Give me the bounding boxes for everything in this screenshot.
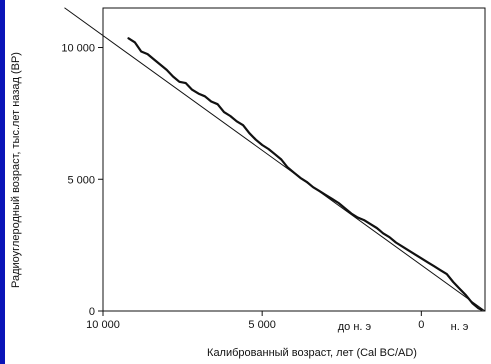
x-tick-label: 0 [418,319,424,331]
chart-panel [5,0,491,364]
x-tick-label: 10 000 [86,319,120,331]
y-tick-label: 0 [89,306,95,318]
series-layer [64,7,486,312]
x-axis-title: Калиброванный возраст, лет (Cal BC/AD) [207,347,417,359]
x-tick-label: 5 000 [248,319,276,331]
x-era-label: до н. э [338,321,372,333]
labels-layer: 10 000 5 000 0 до н. э н. э 0 5 000 10 000 [61,43,468,333]
x-era-label: н. э [451,321,469,333]
calibration-curve-line [127,37,483,311]
y-axis-title: Радиоуглеродный возраст, тыс.лет назад (… [10,52,22,288]
y-tick-label: 5 000 [67,174,95,186]
reference-diagonal-line [64,7,486,312]
plot-frame [102,7,486,312]
ticks-layer [98,47,422,316]
y-tick-label: 10 000 [61,43,95,55]
